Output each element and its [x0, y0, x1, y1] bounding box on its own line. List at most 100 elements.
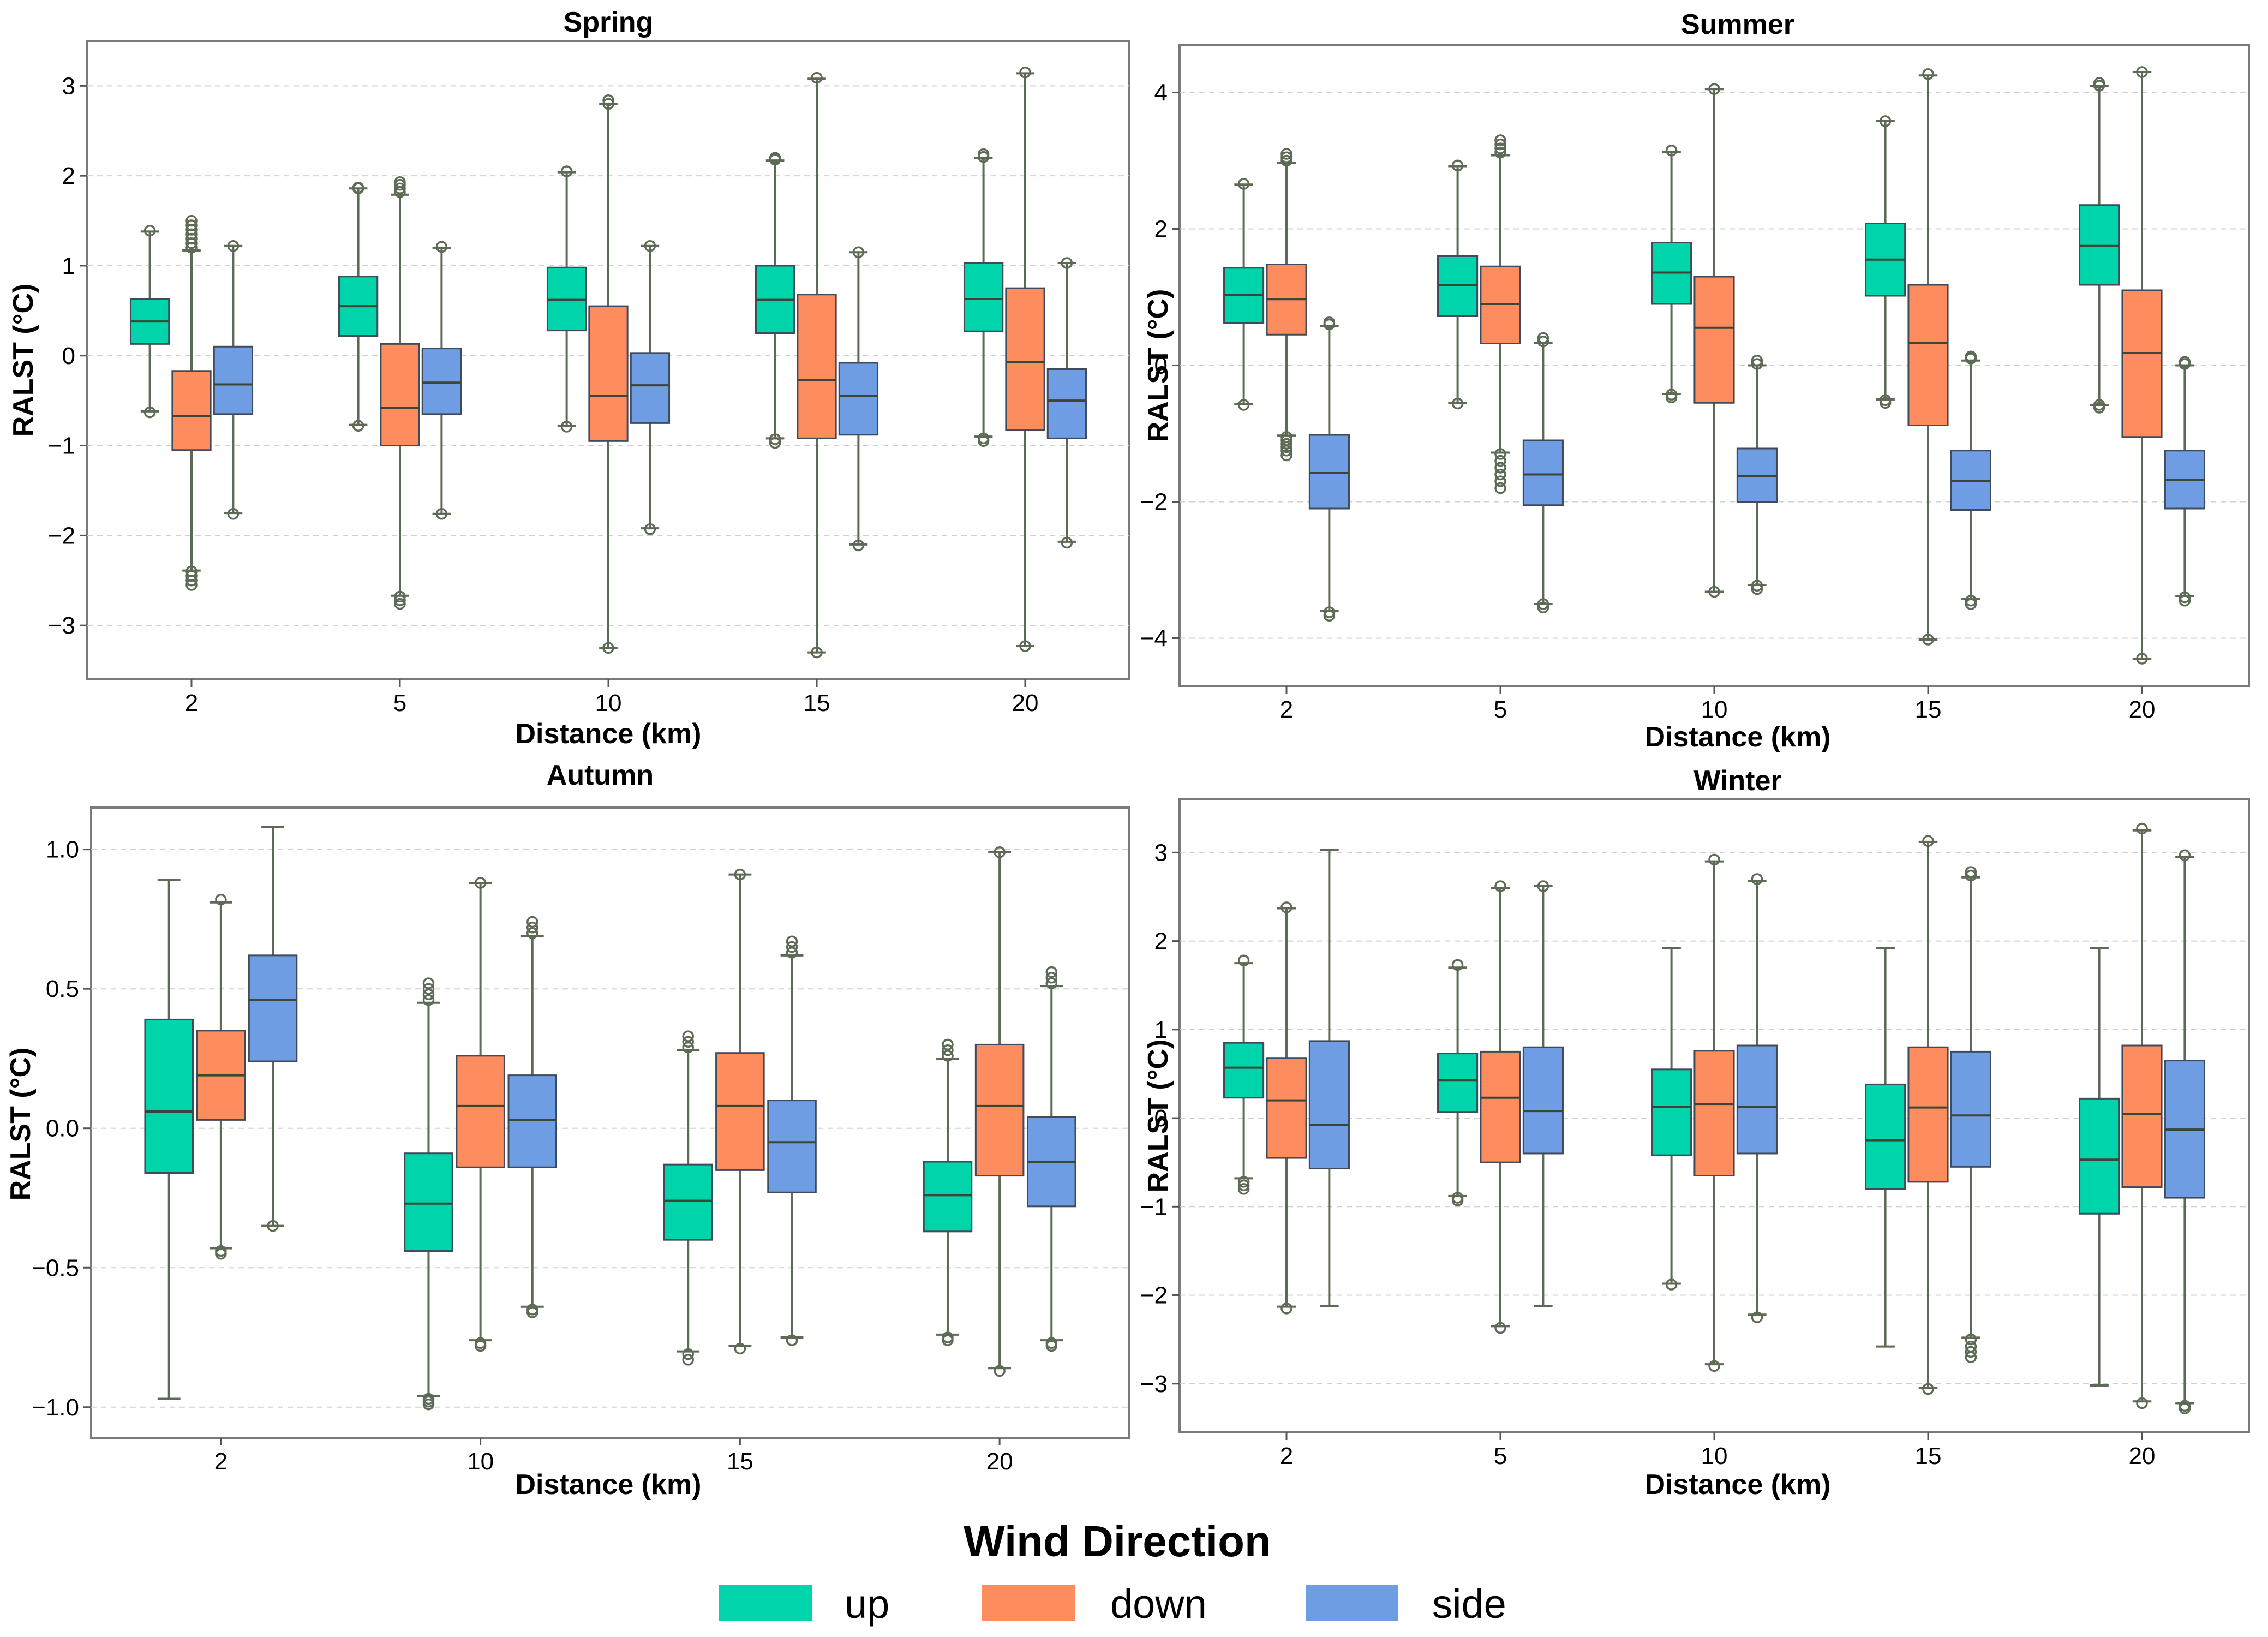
outlier-point	[1451, 959, 1464, 971]
outlier-point	[215, 1247, 227, 1260]
spring-x-tick-label: 15	[804, 690, 830, 716]
winter-x-tick-label: 5	[1494, 1443, 1507, 1469]
outlier-point	[1451, 397, 1464, 410]
outlier-point	[1494, 146, 1506, 159]
spring-x-tick-label: 2	[185, 690, 198, 716]
autumn-box-side-2	[248, 826, 298, 1232]
outlier-point	[1451, 1194, 1464, 1206]
winter-y-tick-label: −1	[1140, 1193, 1168, 1220]
outlier-point	[1494, 134, 1506, 146]
summer-y-tick-label: 2	[1154, 216, 1168, 243]
outlier-point	[1494, 475, 1506, 487]
outlier-point	[602, 642, 614, 654]
outlier-point	[942, 1038, 954, 1051]
winter-box-side-10	[1736, 873, 1778, 1323]
winter-box-up-20	[2079, 947, 2120, 1387]
outlier-point	[1665, 145, 1678, 157]
summer-box-side-20	[2164, 356, 2205, 607]
outlier-point	[1280, 151, 1292, 163]
autumn-x-tick-label: 2	[214, 1448, 228, 1475]
summer-box-up-10	[1651, 145, 1692, 403]
legend-swatch-up	[719, 1585, 812, 1621]
outlier-point	[1965, 598, 1977, 610]
outlier-point	[2093, 402, 2105, 414]
outlier-point	[786, 947, 798, 959]
outlier-point	[560, 165, 573, 177]
outlier-point	[422, 988, 435, 1001]
box-iqr	[797, 294, 837, 439]
box-iqr	[1736, 1044, 1778, 1155]
outlier-point	[352, 420, 364, 432]
panel-winter: Winter Distance (km) RALST (°C) 3210−1−2…	[1140, 765, 2250, 1501]
box-iqr	[1651, 1068, 1692, 1156]
box-iqr	[2079, 1097, 2120, 1215]
legend-title: Wind Direction	[964, 1517, 1271, 1566]
outlier-point	[1237, 1176, 1250, 1188]
outlier-point	[1494, 462, 1506, 474]
outlier-point	[2179, 849, 2191, 861]
outlier-point	[2136, 66, 2148, 78]
outlier-point	[602, 94, 614, 106]
outlier-point	[1965, 1333, 1977, 1346]
legend-label-up: up	[845, 1581, 889, 1627]
winter-x-tick-label: 15	[1915, 1443, 1942, 1469]
autumn-y-tick-label: 1.0	[46, 837, 79, 863]
spring-x-axis-label: Distance (km)	[516, 718, 702, 750]
box-iqr	[1266, 1057, 1307, 1159]
outlier-point	[2136, 653, 2148, 665]
outlier-point	[644, 240, 656, 252]
summer-x-tick-label: 20	[2129, 696, 2156, 723]
autumn-x-ticks: 2 10 15 20	[214, 1438, 1013, 1475]
spring-x-ticks: 2 5 10 15 20	[185, 679, 1038, 716]
outlier-point	[1237, 1183, 1250, 1195]
summer-y-tick-label: 0	[1154, 353, 1168, 379]
outlier-point	[227, 240, 240, 252]
spring-y-tick-label: 2	[62, 163, 75, 189]
outlier-point	[1922, 835, 1934, 847]
outlier-point	[1537, 880, 1549, 892]
winter-y-tick-label: −3	[1140, 1371, 1168, 1397]
legend-label-down: down	[1110, 1581, 1207, 1627]
outlier-point	[1237, 178, 1250, 190]
outlier-point	[394, 182, 406, 195]
box-iqr	[1046, 368, 1087, 439]
outlier-point	[811, 71, 823, 84]
winter-box-side-15	[1950, 866, 1991, 1363]
outlier-point	[1280, 449, 1292, 462]
winter-box-side-5	[1522, 880, 1564, 1307]
outlier-point	[734, 1342, 746, 1355]
autumn-box-up-10	[404, 977, 453, 1411]
winter-box-down-20	[2121, 822, 2163, 1409]
autumn-box-up-2	[144, 879, 194, 1400]
outlier-point	[1280, 441, 1292, 453]
autumn-box-side-10	[507, 916, 558, 1318]
outlier-point	[435, 241, 448, 253]
spring-box-down-10	[588, 94, 629, 654]
outlier-point	[1323, 316, 1336, 328]
box-iqr	[404, 1152, 453, 1252]
outlier-point	[942, 1050, 954, 1062]
outlier-point	[977, 148, 990, 160]
outlier-point	[1045, 971, 1058, 984]
box-iqr	[715, 1052, 765, 1171]
spring-box-side-10	[630, 240, 671, 535]
outlier-point	[394, 176, 406, 188]
winter-y-tick-label: 0	[1154, 1105, 1168, 1132]
spring-box-side-15	[838, 246, 879, 552]
outlier-point	[994, 846, 1006, 858]
outlier-point	[1922, 634, 1934, 646]
outlier-point	[1494, 468, 1506, 481]
outlier-point	[682, 1354, 694, 1366]
autumn-x-tick-label: 15	[727, 1448, 753, 1475]
summer-box-up-15	[1865, 115, 1906, 409]
winter-box-up-15	[1865, 947, 1906, 1348]
outlier-point	[1665, 1278, 1678, 1291]
outlier-point	[1751, 583, 1763, 595]
autumn-box-down-15	[715, 868, 765, 1355]
legend-swatch-side	[1306, 1585, 1398, 1621]
box-iqr	[1522, 439, 1564, 506]
summer-box-down-20	[2121, 66, 2163, 665]
autumn-box-up-15	[663, 1030, 713, 1366]
outlier-point	[2179, 1402, 2191, 1414]
outlier-point	[977, 435, 990, 447]
